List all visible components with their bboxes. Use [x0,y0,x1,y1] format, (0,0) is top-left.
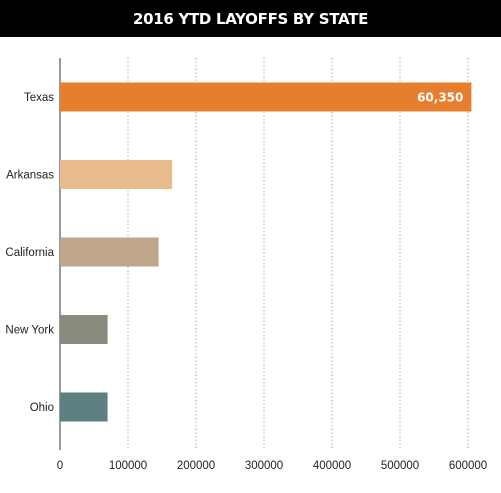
bar-ohio [60,392,108,422]
x-tick-label-600000: 600000 [449,460,487,472]
x-tick-label-500000: 500000 [381,460,419,472]
category-label-ohio: Ohio [30,402,54,414]
category-label-new-york: New York [5,325,54,337]
x-tick-label-200000: 200000 [177,460,215,472]
category-label-arkansas: Arkansas [6,170,54,182]
chart-title-bar: 2016 YTD LAYOFFS BY STATE [0,0,501,37]
bar-california [60,237,159,267]
bar-new-york [60,315,108,344]
bar-texas [60,82,472,112]
bar-arkansas [60,160,173,189]
x-tick-label-100000: 100000 [109,460,147,472]
x-tick-label-300000: 300000 [245,460,283,472]
category-label-california: California [5,247,54,259]
category-label-texas: Texas [24,92,54,104]
x-tick-label-0: 0 [57,460,63,472]
data-label-texas: 60,350 [417,91,463,105]
chart-title: 2016 YTD LAYOFFS BY STATE [132,9,369,28]
x-tick-label-400000: 400000 [313,460,351,472]
